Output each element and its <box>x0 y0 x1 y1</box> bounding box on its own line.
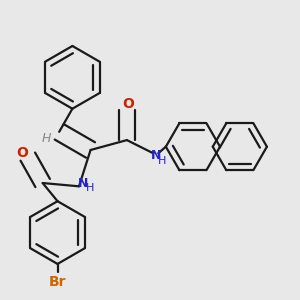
Text: O: O <box>123 98 134 111</box>
Text: N: N <box>78 176 88 190</box>
Text: O: O <box>16 146 28 160</box>
Text: N: N <box>151 149 161 162</box>
Text: H: H <box>85 183 94 193</box>
Text: Br: Br <box>49 275 66 289</box>
Text: H: H <box>158 156 166 166</box>
Text: H: H <box>41 132 51 145</box>
